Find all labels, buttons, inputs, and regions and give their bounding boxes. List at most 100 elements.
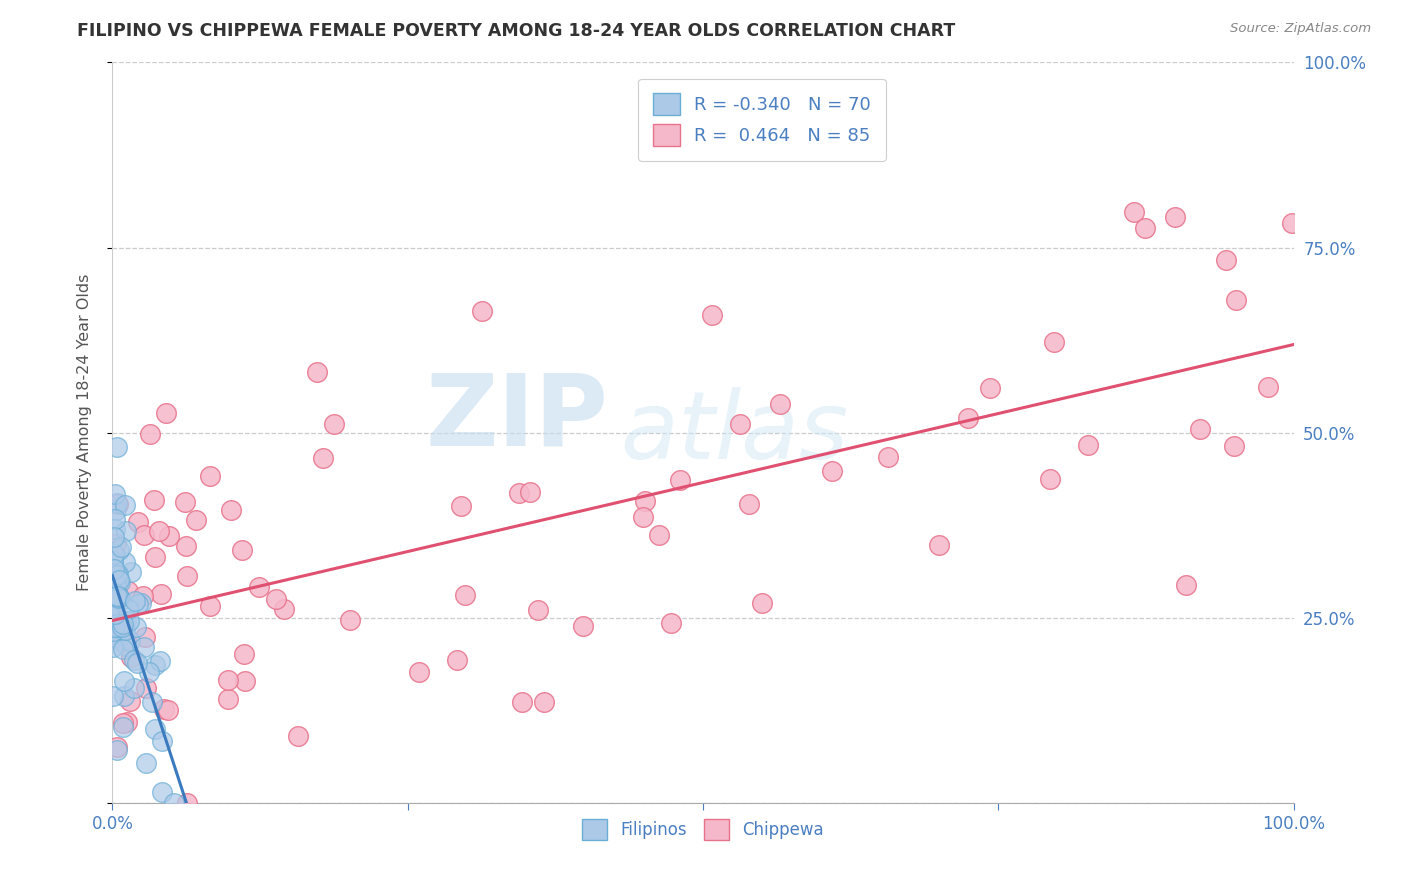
Point	[111, 616, 134, 631]
Point	[103, 624, 125, 639]
Point	[768, 397, 790, 411]
Point	[150, 784, 173, 798]
Point	[450, 499, 472, 513]
Point	[125, 620, 148, 634]
Point	[108, 632, 131, 647]
Point	[877, 450, 900, 464]
Point	[117, 583, 139, 598]
Point	[1175, 577, 1198, 591]
Point	[1164, 210, 1187, 224]
Point	[219, 503, 242, 517]
Point	[115, 714, 138, 729]
Point	[111, 620, 134, 634]
Point	[107, 497, 129, 511]
Point	[339, 613, 361, 627]
Point	[108, 590, 131, 604]
Point	[1215, 252, 1237, 267]
Point	[107, 591, 129, 605]
Point	[751, 597, 773, 611]
Point	[1225, 293, 1247, 307]
Point	[217, 673, 239, 687]
Point	[104, 607, 127, 621]
Point	[104, 522, 127, 536]
Point	[1223, 439, 1246, 453]
Point	[138, 665, 160, 680]
Point	[510, 695, 533, 709]
Point	[105, 441, 128, 455]
Point	[1257, 380, 1279, 394]
Point	[101, 599, 124, 613]
Point	[153, 702, 176, 716]
Point	[231, 542, 253, 557]
Point	[648, 528, 671, 542]
Point	[312, 450, 335, 465]
Point	[186, 513, 208, 527]
Point	[134, 631, 156, 645]
Point	[728, 417, 751, 431]
Point	[572, 618, 595, 632]
Point	[1043, 334, 1066, 349]
Text: Source: ZipAtlas.com: Source: ZipAtlas.com	[1230, 22, 1371, 36]
Point	[115, 614, 138, 628]
Point	[118, 694, 141, 708]
Point	[1133, 220, 1156, 235]
Point	[114, 555, 136, 569]
Point	[155, 406, 177, 420]
Point	[408, 665, 430, 679]
Point	[634, 493, 657, 508]
Point	[176, 796, 198, 810]
Point	[738, 497, 761, 511]
Point	[174, 540, 197, 554]
Point	[104, 512, 127, 526]
Point	[114, 524, 136, 538]
Point	[103, 530, 125, 544]
Point	[127, 515, 149, 529]
Point	[149, 654, 172, 668]
Point	[135, 681, 157, 695]
Point	[163, 796, 186, 810]
Point	[107, 566, 129, 581]
Point	[107, 628, 129, 642]
Point	[143, 723, 166, 737]
Point	[110, 593, 132, 607]
Point	[132, 528, 155, 542]
Point	[233, 673, 256, 688]
Point	[124, 653, 146, 667]
Point	[198, 599, 221, 613]
Point	[101, 640, 124, 654]
Point	[454, 588, 477, 602]
Point	[471, 304, 494, 318]
Point	[127, 656, 149, 670]
Point	[111, 720, 134, 734]
Point	[928, 538, 950, 552]
Point	[174, 495, 197, 509]
Point	[821, 464, 844, 478]
Point	[979, 381, 1001, 395]
Point	[661, 615, 683, 630]
Point	[633, 510, 655, 524]
Legend: Filipinos, Chippewa: Filipinos, Chippewa	[575, 813, 831, 847]
Point	[120, 649, 142, 664]
Point	[108, 621, 131, 635]
Point	[118, 614, 141, 628]
Point	[1281, 216, 1303, 230]
Point	[700, 308, 723, 322]
Point	[103, 620, 125, 634]
Point	[232, 647, 254, 661]
Point	[217, 692, 239, 706]
Point	[131, 589, 153, 603]
Point	[533, 695, 555, 709]
Point	[103, 557, 125, 571]
Point	[108, 543, 131, 558]
Point	[104, 599, 127, 613]
Text: atlas: atlas	[620, 387, 849, 478]
Point	[101, 689, 124, 703]
Point	[104, 630, 127, 644]
Point	[104, 487, 127, 501]
Point	[107, 588, 129, 602]
Point	[107, 574, 129, 588]
Point	[111, 641, 134, 656]
Point	[117, 601, 139, 615]
Point	[101, 554, 124, 568]
Point	[122, 681, 145, 695]
